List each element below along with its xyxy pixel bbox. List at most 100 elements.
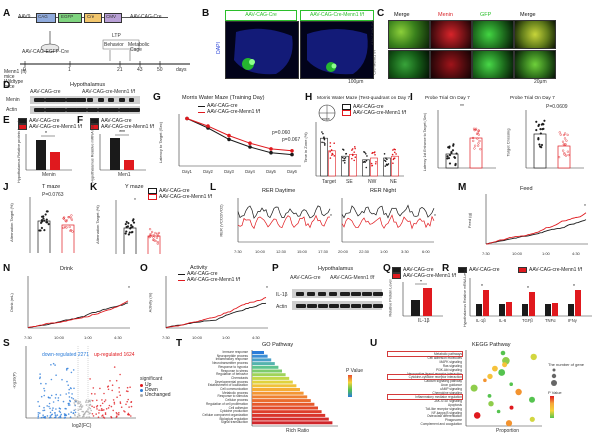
kegg-bubble bbox=[529, 416, 535, 422]
chart-l-sig-day: * bbox=[330, 214, 332, 220]
bar-f-ko bbox=[124, 160, 134, 170]
kegg-term-label: cAMP signaling bbox=[440, 387, 462, 392]
kegg-bubble bbox=[487, 373, 493, 380]
point-scatter bbox=[131, 219, 134, 222]
volcano-point bbox=[99, 387, 101, 390]
volcano-point bbox=[130, 405, 133, 408]
scatter-chart-i-crossing bbox=[525, 110, 584, 169]
volcano-point bbox=[113, 401, 116, 404]
point-h bbox=[385, 157, 387, 159]
point-scatter bbox=[476, 137, 479, 140]
western-band bbox=[318, 304, 328, 308]
volcano-point bbox=[71, 393, 73, 395]
western-d-title: Hypothalamus bbox=[70, 82, 106, 88]
western-band bbox=[362, 304, 372, 308]
volcano-legend-unchanged-label: Unchanged bbox=[145, 392, 171, 398]
go-term-label: Cellular component organization bbox=[202, 412, 248, 417]
volcano-point bbox=[56, 414, 59, 416]
point-h bbox=[343, 157, 346, 160]
quadrant-icon bbox=[318, 104, 336, 122]
point-scatter bbox=[453, 155, 456, 159]
line-chart-n-drink bbox=[27, 276, 130, 329]
point-scatter bbox=[152, 236, 155, 239]
go-term-label: Cell communication bbox=[220, 387, 248, 391]
kegg-bubble-chart bbox=[465, 350, 542, 427]
bar-q-control bbox=[411, 300, 420, 316]
volcano-point bbox=[82, 414, 85, 416]
point-scatter bbox=[156, 241, 159, 244]
point-h bbox=[351, 148, 354, 150]
kegg-term-label: Chemokine signaling bbox=[432, 391, 462, 395]
point-scatter bbox=[477, 129, 480, 133]
point-scatter bbox=[559, 133, 562, 136]
go-bar bbox=[252, 402, 315, 406]
panel-label-e: E bbox=[3, 115, 10, 126]
vector-name: AAV-CAG-Cre bbox=[130, 14, 162, 20]
point-h bbox=[375, 161, 377, 163]
volcano-point bbox=[49, 411, 52, 414]
western-band bbox=[296, 292, 304, 296]
brain-section-ko-image bbox=[300, 21, 374, 79]
panel-label-s: S bbox=[3, 338, 10, 349]
western-band bbox=[108, 98, 115, 102]
western-band bbox=[340, 304, 350, 308]
confocal-grid bbox=[388, 20, 556, 79]
legend-q-ko: AAV-CAG-cre-Menn1 f/f bbox=[392, 273, 456, 279]
panel-label-k: K bbox=[90, 182, 98, 193]
volcano-point bbox=[55, 393, 57, 396]
point-scatter bbox=[541, 128, 544, 131]
point-h bbox=[384, 160, 387, 163]
volcano-point bbox=[57, 399, 59, 402]
tick-label-g-day3: Day3 bbox=[224, 169, 234, 174]
legend-h-control: AAV-CAG-cre bbox=[342, 104, 383, 110]
kegg-term-label: Toll-like receptor signaling bbox=[425, 406, 462, 411]
western-band bbox=[44, 108, 56, 112]
volcano-point bbox=[67, 384, 69, 386]
western-band bbox=[44, 98, 56, 102]
kegg-bubble bbox=[488, 401, 494, 407]
bar-r-control bbox=[568, 304, 574, 316]
volcano-point bbox=[55, 374, 57, 376]
kegg-bubble bbox=[515, 388, 522, 396]
volcano-point bbox=[38, 405, 41, 407]
go-bar-chart bbox=[251, 350, 338, 427]
volcano-point bbox=[59, 394, 62, 396]
volcano-point bbox=[67, 402, 70, 405]
go-term-label: Response to hypoxia bbox=[218, 364, 248, 369]
western-band bbox=[76, 108, 88, 112]
point-h bbox=[370, 162, 373, 165]
volcano-point bbox=[91, 405, 93, 408]
volcano-point bbox=[64, 416, 67, 419]
tick-label-g-day1: Day1 bbox=[182, 169, 192, 174]
chart-l-sig-night: * bbox=[434, 214, 436, 220]
western-band bbox=[362, 292, 372, 296]
point-scatter bbox=[447, 146, 450, 149]
legend-g-control-label: AAV-CAG-cre bbox=[207, 103, 238, 109]
kegg-term-label: Ras signaling bbox=[442, 363, 462, 368]
point-scatter bbox=[70, 218, 73, 221]
chart-o-ylabel: Activity (m) bbox=[147, 292, 153, 313]
volcano-point bbox=[118, 387, 120, 389]
western-d-group-ko: AAV-CAG-cre-Menn1 f/f bbox=[82, 89, 135, 95]
row-label-ko: Cre-Menn1 f/f bbox=[371, 50, 377, 75]
volcano-point bbox=[69, 416, 72, 418]
point-scatter bbox=[537, 138, 540, 141]
point-scatter bbox=[539, 128, 542, 131]
volcano-point bbox=[108, 404, 111, 407]
volcano-point bbox=[89, 403, 91, 406]
point-scatter bbox=[566, 150, 569, 153]
bar-r-category-label: TGFβ bbox=[522, 318, 533, 323]
point-h bbox=[374, 162, 377, 165]
volcano-point bbox=[43, 394, 45, 397]
scatter-bar-chart-h bbox=[315, 122, 404, 177]
western-band bbox=[87, 98, 93, 102]
point-scatter bbox=[152, 238, 155, 241]
vector-item-cag bbox=[36, 13, 56, 23]
volcano-ylabel: -log10(P) bbox=[11, 372, 17, 389]
go-bar bbox=[252, 380, 293, 384]
point-scatter bbox=[130, 224, 133, 227]
volcano-point bbox=[60, 413, 62, 416]
scatter-chart-i-latency bbox=[437, 110, 496, 169]
point-scatter bbox=[450, 151, 453, 155]
bar-h bbox=[383, 157, 391, 177]
